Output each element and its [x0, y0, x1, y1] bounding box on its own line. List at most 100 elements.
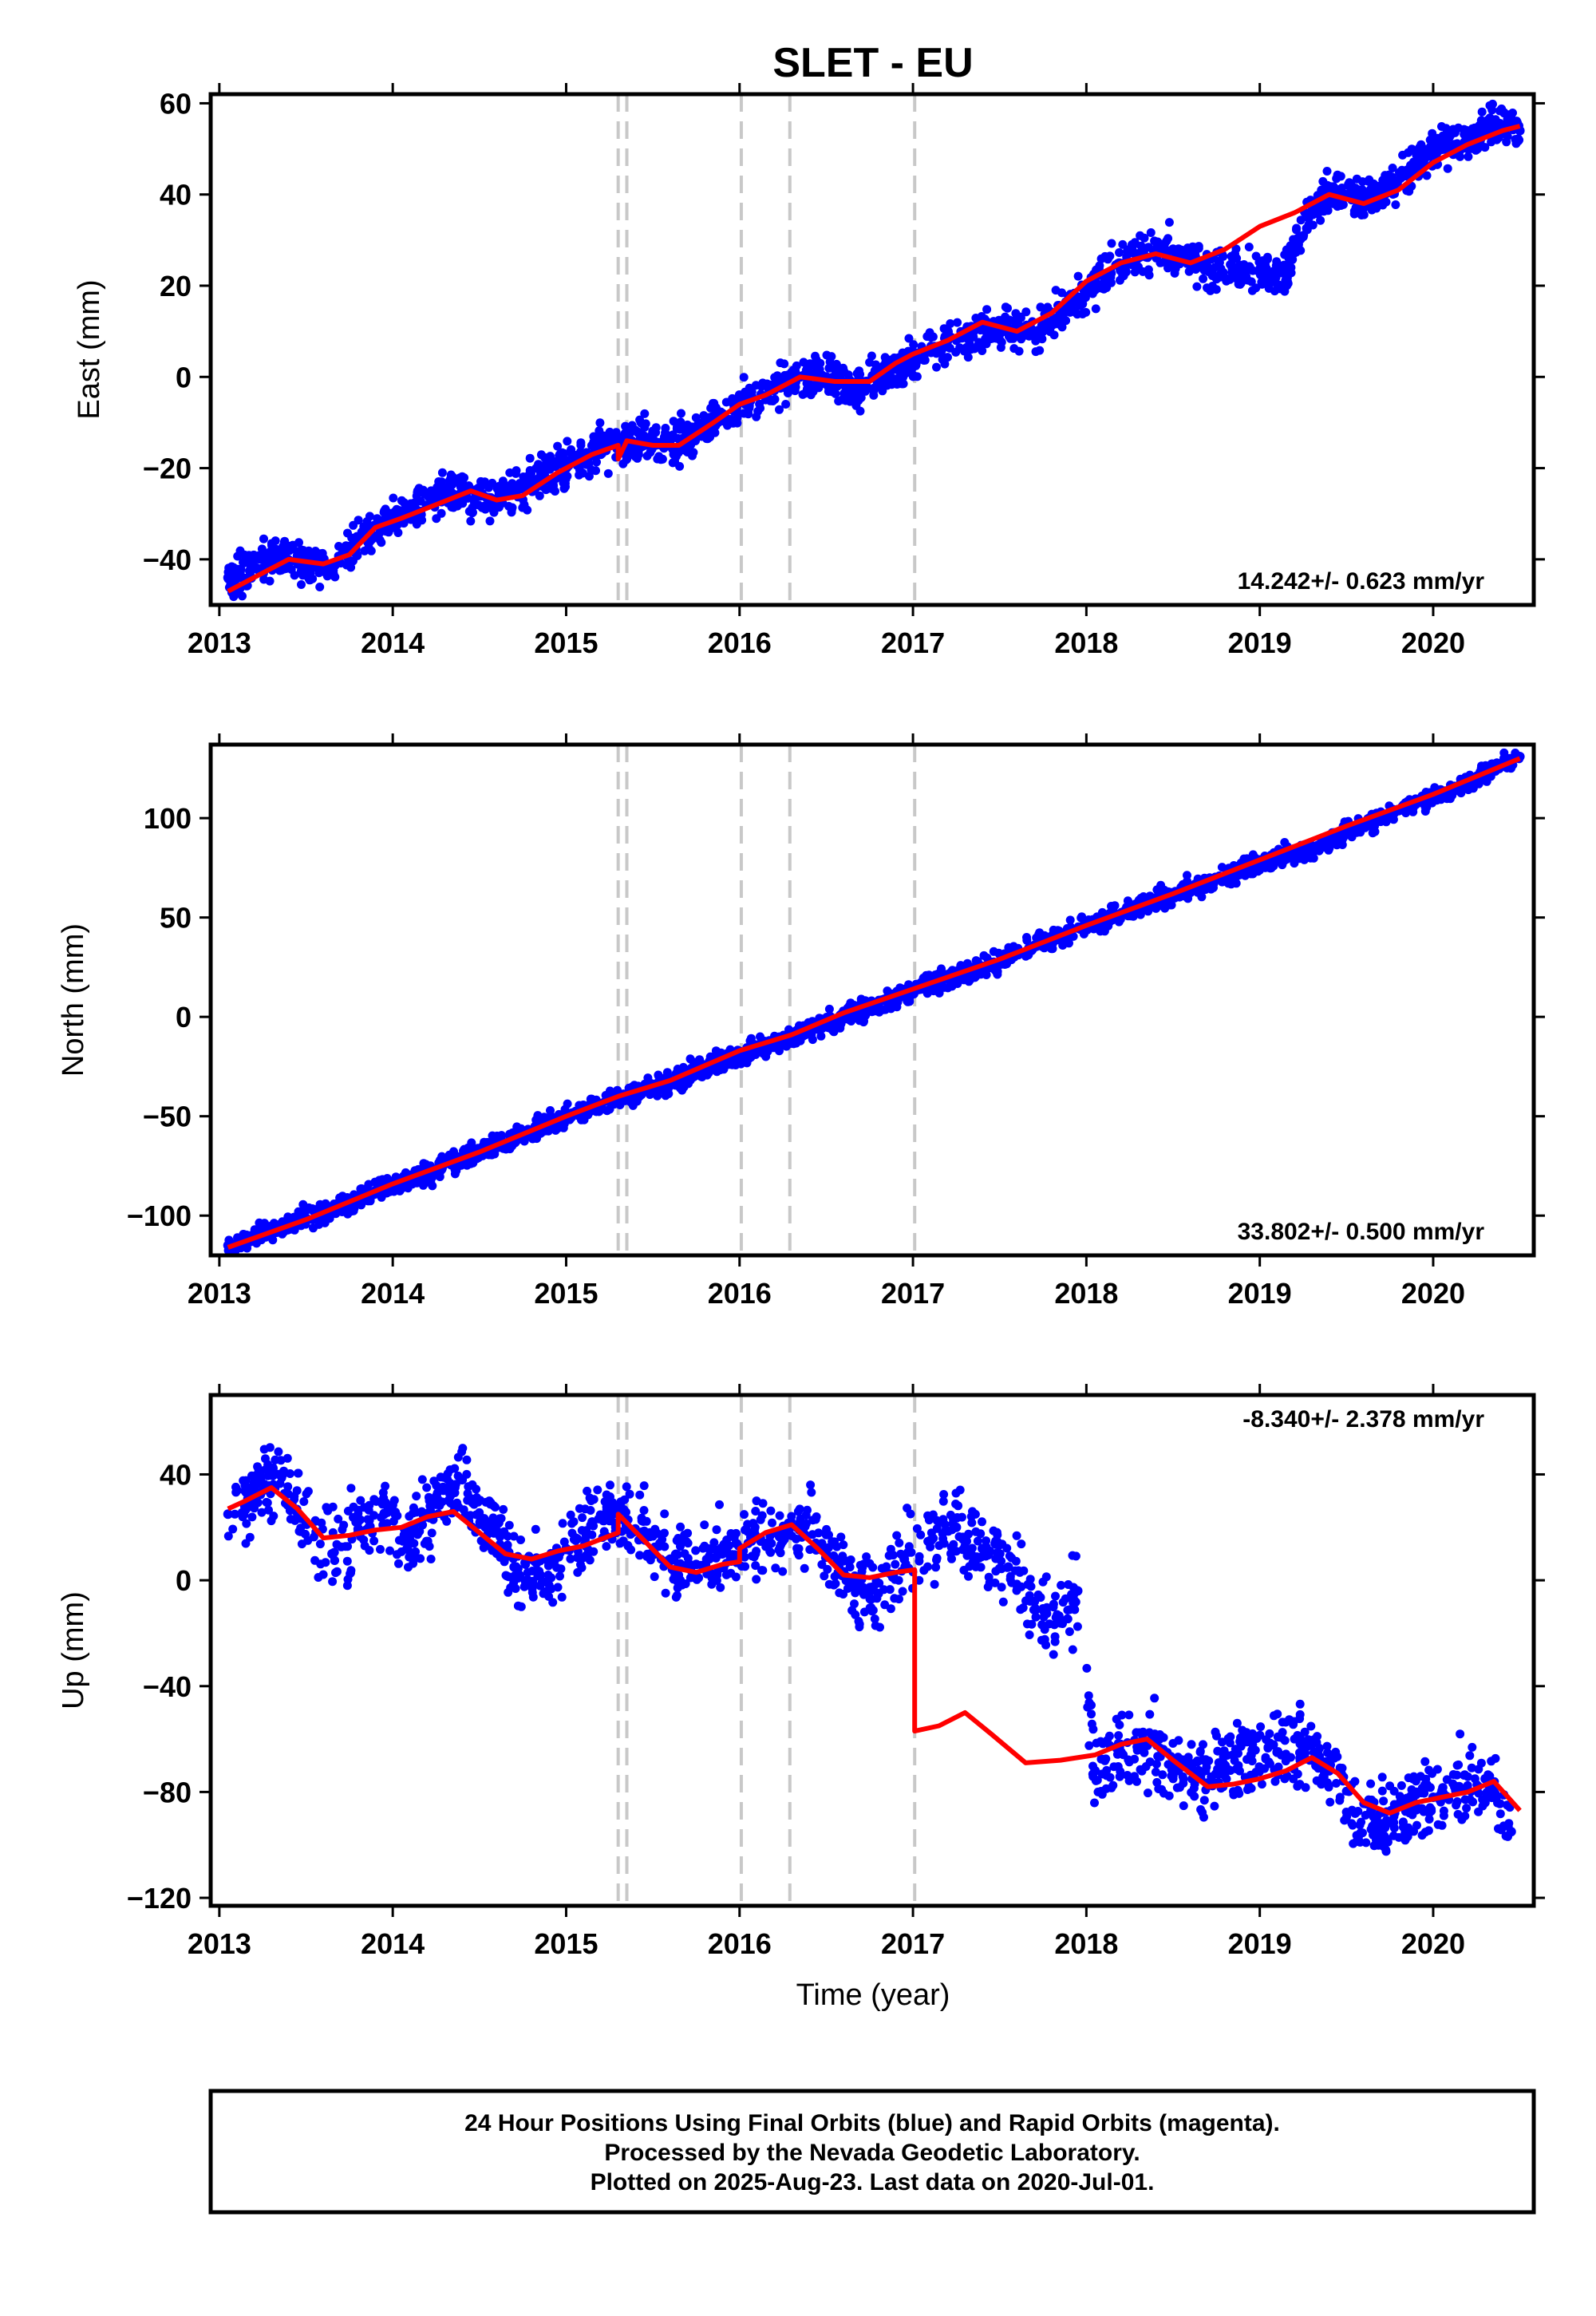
figure-title: SLET - EU — [772, 40, 973, 86]
observation-dot — [437, 468, 447, 477]
observation-dot — [867, 1007, 877, 1017]
observation-dot — [539, 1113, 549, 1122]
observation-dot — [328, 1577, 338, 1587]
observation-dot — [668, 458, 678, 468]
observation-dot — [634, 429, 644, 437]
observation-dot — [1412, 150, 1421, 160]
observation-dot — [484, 483, 493, 492]
observation-dot — [1251, 251, 1261, 261]
observation-dot — [1235, 260, 1244, 270]
observation-dot — [1227, 267, 1237, 277]
observation-dot — [231, 589, 241, 599]
observation-dot — [308, 574, 318, 583]
observation-dot — [928, 332, 938, 342]
observation-dot — [1191, 249, 1199, 259]
plot-frame — [208, 742, 1536, 1258]
observation-dot — [1266, 277, 1276, 287]
observation-dot — [603, 468, 613, 478]
observation-dot — [422, 1483, 432, 1492]
observation-dot — [1051, 286, 1061, 295]
x-tick-label: 2014 — [361, 1277, 425, 1310]
observation-dot — [1073, 271, 1083, 281]
observation-dot — [437, 1152, 447, 1161]
observation-dot — [1244, 243, 1254, 251]
observation-dot — [239, 558, 247, 567]
observation-dot — [1261, 259, 1270, 269]
x-tick-label: 2017 — [881, 1277, 945, 1310]
observation-dot — [397, 496, 406, 505]
observation-dot — [808, 1035, 817, 1045]
observation-dot — [1167, 900, 1176, 910]
observation-dot — [546, 452, 555, 461]
observation-dot — [255, 1218, 264, 1227]
observation-dot — [1003, 303, 1012, 313]
observation-dot — [1245, 262, 1254, 271]
observation-dot — [751, 1507, 760, 1516]
observation-dot — [381, 504, 390, 514]
y-tick-label: 0 — [176, 361, 192, 393]
observation-dot — [675, 461, 685, 471]
observation-dot — [593, 1485, 602, 1495]
observation-dot — [1217, 863, 1227, 872]
observation-dot — [1513, 751, 1523, 761]
observation-dot — [732, 1053, 741, 1063]
observation-dot — [347, 533, 357, 543]
observation-dot — [931, 1563, 941, 1572]
observation-dot — [294, 538, 303, 547]
x-tick-label: 2015 — [534, 1277, 598, 1310]
observation-dot — [1207, 282, 1217, 290]
observation-dot — [224, 1235, 234, 1245]
observation-dot — [551, 487, 559, 496]
observation-dot — [480, 504, 490, 514]
observation-dot — [1045, 327, 1055, 337]
x-tick-label: 2018 — [1054, 1277, 1118, 1310]
observation-dot — [918, 353, 928, 362]
plot-area — [223, 1395, 1522, 1906]
observation-dot — [757, 1566, 766, 1575]
observation-dot — [883, 986, 892, 996]
observation-dot — [983, 1583, 993, 1591]
observation-dot — [275, 566, 285, 575]
observation-dot — [241, 1539, 251, 1548]
observation-dot — [1051, 316, 1061, 326]
observation-dot — [342, 1556, 352, 1566]
panel-up: 2013 2014 2015 2016 2017 2018 2019 2020−120−80−… — [57, 1384, 1545, 1960]
observation-dot — [712, 1525, 721, 1535]
observation-dot — [1246, 865, 1256, 875]
observation-dot — [978, 1517, 986, 1527]
observation-dot — [1474, 128, 1483, 138]
observation-dot — [362, 1184, 372, 1192]
observation-dot — [1322, 1741, 1332, 1751]
observation-dot — [938, 1496, 948, 1506]
observation-dot — [677, 409, 685, 418]
observation-dot — [611, 428, 621, 437]
observation-dot — [426, 1177, 436, 1187]
observation-dot — [365, 512, 374, 521]
observation-dot — [1311, 844, 1321, 854]
observation-dot — [1216, 269, 1226, 279]
velocity-label: 14.242+/- 0.623 mm/yr — [1238, 568, 1485, 595]
observation-dot — [994, 948, 1003, 958]
observation-dot — [1002, 1543, 1012, 1553]
observation-dot — [1292, 851, 1302, 860]
observation-dot — [1428, 128, 1437, 138]
observation-dot — [525, 453, 535, 463]
observation-dot — [962, 974, 972, 983]
observation-dot — [1487, 115, 1497, 124]
observation-dot — [1488, 99, 1497, 109]
observation-dot — [335, 1207, 345, 1216]
observation-dot — [1378, 200, 1388, 210]
observation-dot — [678, 1085, 687, 1095]
observation-dot — [693, 421, 703, 430]
observation-dot — [595, 1107, 604, 1117]
observation-dot — [334, 542, 343, 551]
observation-dot — [688, 451, 697, 460]
observation-dot — [1480, 143, 1490, 152]
observation-dot — [591, 466, 600, 476]
observation-dot — [1366, 1779, 1376, 1788]
observation-dot — [997, 338, 1006, 347]
observation-dot — [298, 1206, 308, 1215]
observation-dot — [715, 1500, 724, 1509]
observation-dot — [587, 1094, 596, 1104]
observation-dot — [676, 417, 685, 427]
